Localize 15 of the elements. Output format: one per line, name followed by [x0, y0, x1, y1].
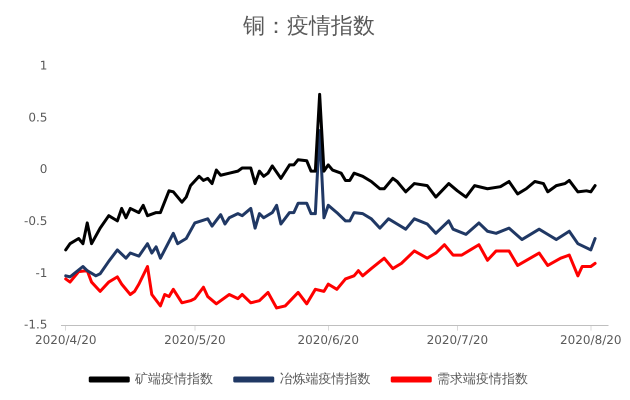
legend-label: 矿端疫情指数: [134, 372, 213, 387]
legend-label: 冶炼端疫情指数: [279, 372, 370, 387]
y-tick-label: -0.5: [24, 214, 48, 228]
x-tick-label: 2020/4/20: [34, 332, 96, 347]
y-tick-label: 0: [40, 162, 48, 176]
chart-title: 铜：疫情指数: [242, 14, 375, 39]
x-tick-label: 2020/7/20: [426, 332, 488, 347]
y-tick-label: 1: [40, 58, 48, 73]
legend-label: 需求端疫情指数: [436, 372, 528, 387]
y-tick-label: -1: [35, 266, 48, 280]
x-tick-label: 2020/6/20: [297, 332, 360, 347]
x-tick-label: 2020/5/20: [164, 332, 226, 347]
y-tick-label: 0.5: [28, 110, 48, 124]
y-tick-label: -1.5: [24, 318, 48, 332]
x-tick-label: 2020/8/20: [560, 332, 622, 347]
